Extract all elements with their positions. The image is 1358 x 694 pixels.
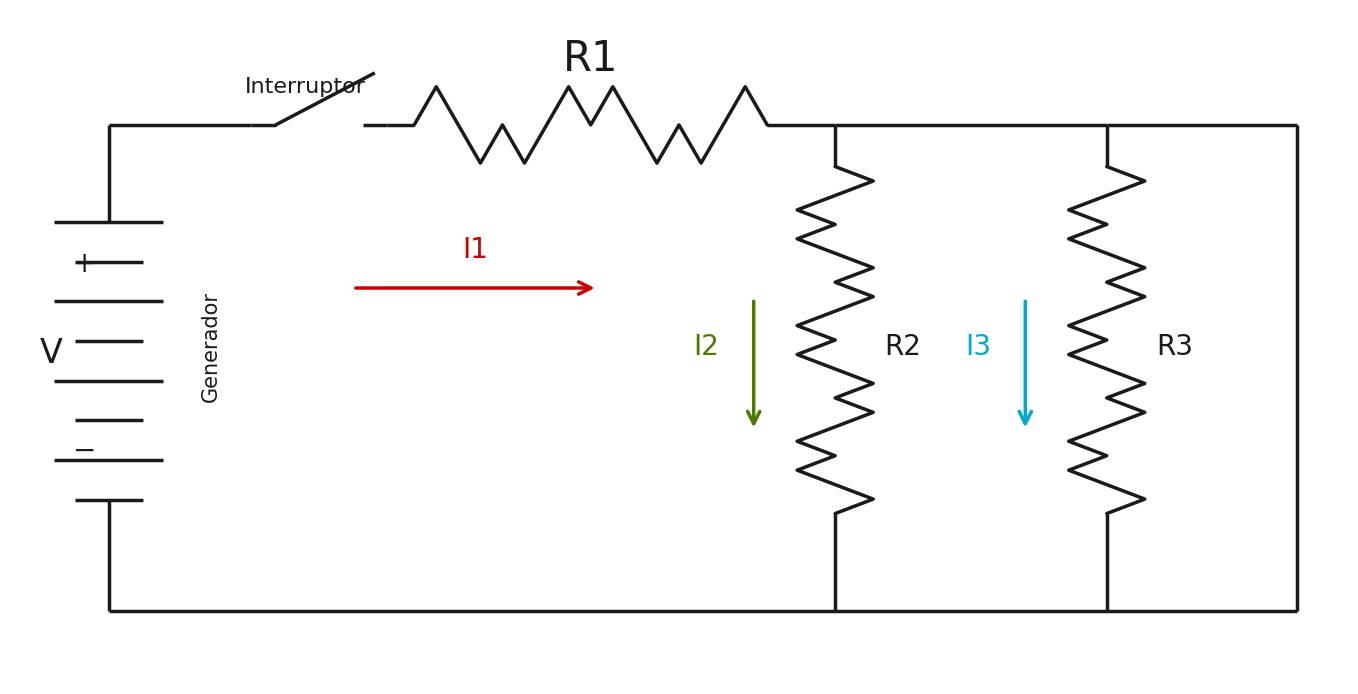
Text: Interruptor: Interruptor (244, 77, 367, 96)
Text: +: + (72, 250, 96, 278)
Text: R2: R2 (884, 333, 922, 361)
Text: R1: R1 (564, 38, 618, 80)
Text: −: − (72, 437, 96, 465)
Text: I1: I1 (462, 236, 489, 264)
Text: I3: I3 (964, 333, 991, 361)
Text: V: V (41, 337, 62, 371)
Text: I2: I2 (693, 333, 720, 361)
Text: R3: R3 (1156, 333, 1194, 361)
Text: Generador: Generador (201, 291, 220, 403)
